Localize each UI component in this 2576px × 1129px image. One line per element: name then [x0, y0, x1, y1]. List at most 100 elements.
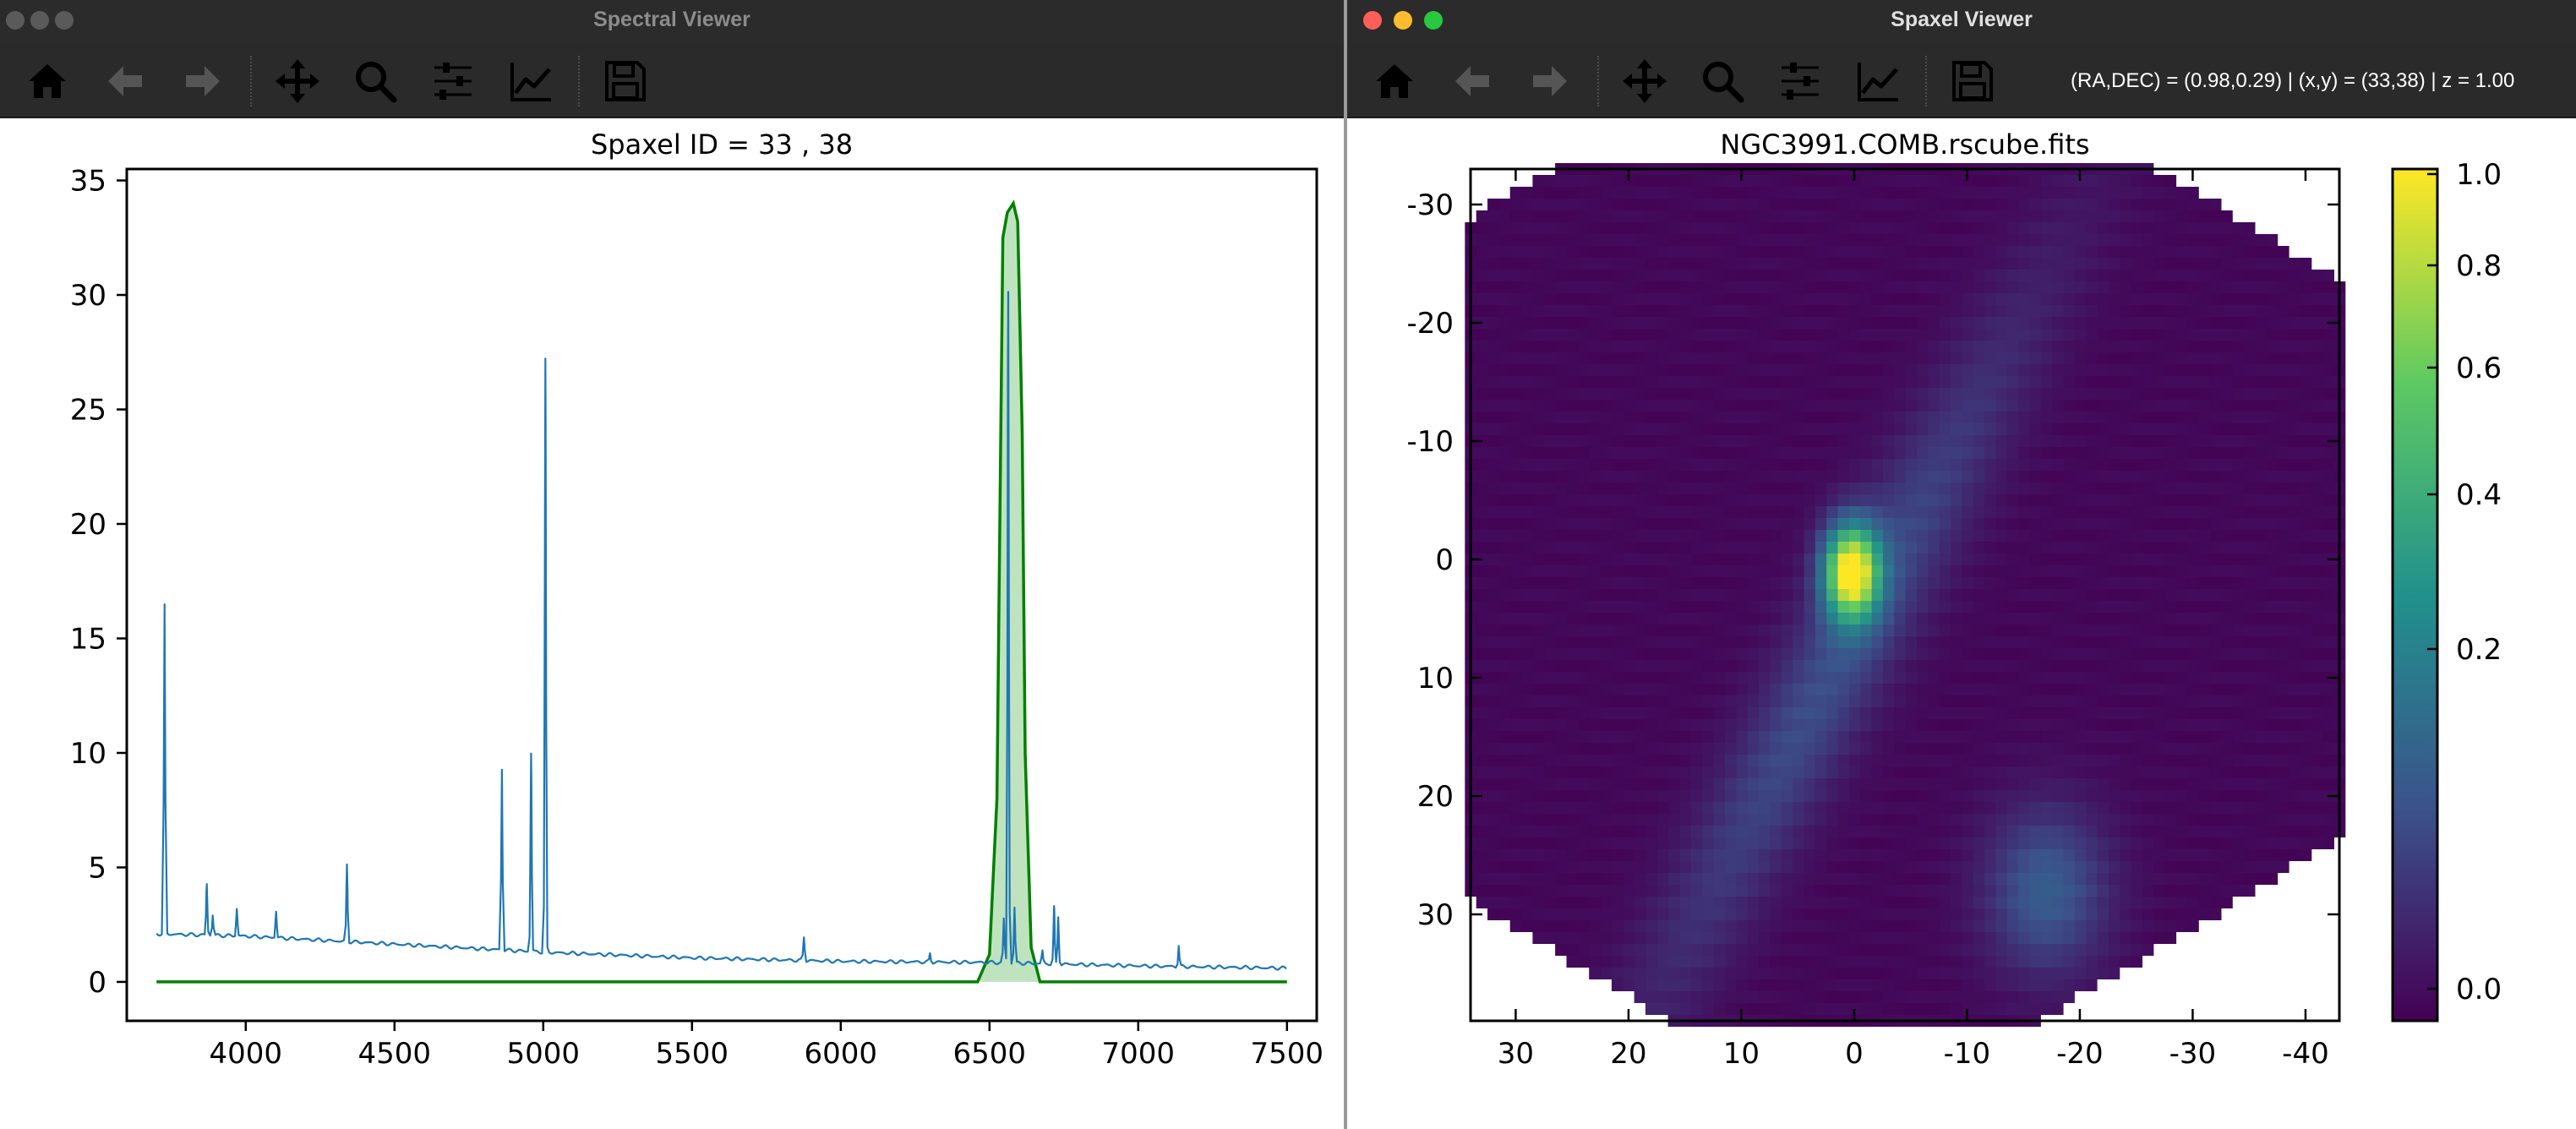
spaxel-pixel	[1815, 447, 1827, 459]
spaxel-pixel	[1769, 790, 1782, 802]
spaxel-pixel	[1521, 246, 1534, 258]
spaxel-pixel	[1487, 826, 1499, 837]
zoom-button[interactable]	[55, 11, 74, 30]
zoom-to-rect-button[interactable]	[1697, 56, 1748, 106]
spaxel-pixel	[2311, 743, 2323, 755]
spaxel-pixel	[1984, 755, 1996, 766]
spaxel-pixel	[2266, 518, 2279, 530]
spaxel-pixel	[1521, 920, 1534, 932]
spaxel-pixel	[1735, 624, 1748, 636]
spaxel-pixel	[1713, 672, 1725, 684]
spaxel-pixel	[2209, 447, 2222, 459]
spaxel-pixel	[1634, 589, 1646, 601]
spaxel-pixel	[1589, 849, 1602, 861]
spaxel-pixel	[1961, 695, 1973, 707]
edit-axis-button[interactable]	[1853, 56, 1903, 106]
spaxel-pixel	[1623, 210, 1635, 222]
back-button[interactable]	[1447, 56, 1498, 106]
spaxel-pixel	[2288, 471, 2300, 483]
spaxel-pixel	[1939, 234, 1951, 246]
spaxel-pixel	[1645, 364, 1657, 376]
spaxel-pixel	[1973, 281, 1985, 293]
spaxel-pixel	[1939, 648, 1951, 660]
spaxel-pixel	[1679, 826, 1691, 837]
minimize-button[interactable]	[1394, 11, 1412, 30]
spaxel-pixel	[2232, 518, 2245, 530]
spaxel-pixel	[2288, 790, 2300, 802]
spaxel-pixel	[1961, 494, 1973, 506]
close-button[interactable]	[6, 11, 25, 30]
spaxel-pixel	[1521, 412, 1534, 423]
spaxel-pixel	[1747, 660, 1760, 672]
spaxel-pixel	[1882, 494, 1895, 506]
configure-subplots-button[interactable]	[1775, 56, 1826, 106]
pan-button[interactable]	[1619, 56, 1670, 106]
spaxel-pixel	[2085, 199, 2098, 210]
home-button[interactable]	[22, 56, 73, 106]
configure-subplots-button[interactable]	[428, 56, 478, 106]
spaxel-pixel	[1679, 766, 1691, 778]
spaxel-pixel	[1611, 376, 1624, 388]
close-button[interactable]	[1363, 11, 1382, 30]
y-tick-label: 10	[70, 737, 106, 771]
spaxel-pixel	[1521, 624, 1534, 636]
spaxel-pixel	[2209, 731, 2222, 743]
forward-button[interactable]	[177, 56, 228, 106]
pan-button[interactable]	[272, 56, 323, 106]
back-button[interactable]	[100, 56, 150, 106]
spaxel-pixel	[2119, 494, 2131, 506]
spaxel-pixel	[2300, 317, 2312, 329]
spaxel-pixel	[1781, 305, 1793, 317]
spaxel-pixel	[1961, 624, 1973, 636]
spaxel-pixel	[1532, 494, 1545, 506]
spaxel-pixel	[1848, 554, 1861, 565]
spaxel-pixel	[2051, 837, 2064, 849]
spaxel-pixel	[2266, 814, 2279, 826]
spaxel-pixel	[2220, 660, 2233, 672]
spaxel-pixel	[1961, 412, 1973, 423]
zoom-button[interactable]	[1424, 11, 1443, 30]
spaxel-pixel	[2311, 530, 2323, 542]
spectrum-canvas[interactable]: Spaxel ID = 33 , 38 4000 4500 5000 5500 6000 6…	[0, 118, 1344, 1129]
spaxel-pixel	[1950, 837, 1962, 849]
spaxel-canvas[interactable]: NGC3991.COMB.rscube.fits 30 20 10 0 -10 -20 -30…	[1347, 118, 2576, 1129]
spaxel-pixel	[1973, 506, 1985, 518]
spaxel-pixel	[1927, 731, 1940, 743]
spaxel-pixel	[1905, 459, 1917, 471]
spaxel-pixel	[1984, 636, 1996, 648]
spaxel-pixel	[2142, 400, 2154, 412]
spaxel-pixel	[1532, 281, 1545, 293]
zoom-to-rect-button[interactable]	[350, 56, 401, 106]
spaxel-pixel	[2119, 459, 2131, 471]
spaxel-pixel	[1995, 814, 2007, 826]
spaxel-pixel	[1577, 589, 1590, 601]
spaxel-pixel	[1905, 542, 1917, 554]
spaxel-pixel	[1634, 814, 1646, 826]
spaxel-pixel	[2085, 577, 2098, 589]
minimize-button[interactable]	[30, 11, 49, 30]
spaxel-pixel	[1859, 826, 1872, 837]
spaxel-pixel	[1679, 684, 1691, 695]
spaxel-pixel	[2062, 341, 2075, 352]
spaxel-viewer-titlebar[interactable]: Spaxel Viewer	[1347, 0, 2576, 45]
forward-button[interactable]	[1525, 56, 1575, 106]
spaxel-pixel	[1769, 471, 1782, 483]
spaxel-pixel	[2131, 695, 2142, 707]
spaxel-pixel	[2198, 814, 2211, 826]
spaxel-pixel	[1735, 423, 1748, 435]
spaxel-pixel	[1713, 187, 1725, 199]
spaxel-pixel	[1656, 234, 1669, 246]
edit-axis-button[interactable]	[505, 56, 556, 106]
spaxel-pixel	[1803, 187, 1815, 199]
spaxel-pixel	[2085, 837, 2098, 849]
spaxel-pixel	[2028, 317, 2041, 329]
spaxel-pixel	[1893, 483, 1906, 494]
spaxel-pixel	[2074, 908, 2087, 920]
home-button[interactable]	[1369, 56, 1420, 106]
save-button[interactable]	[600, 56, 651, 106]
save-button[interactable]	[1947, 56, 1998, 106]
spectral-viewer-titlebar[interactable]: Spectral Viewer	[0, 0, 1344, 45]
spaxel-pixel	[1747, 423, 1760, 435]
